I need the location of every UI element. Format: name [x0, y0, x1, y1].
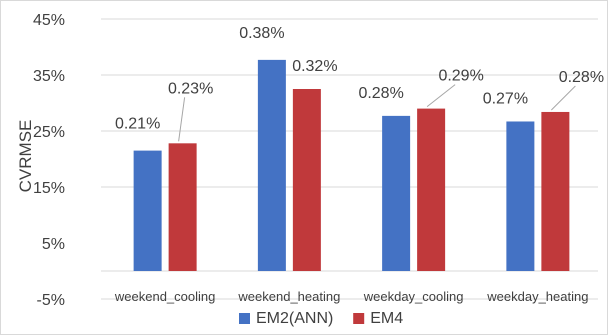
bar — [292, 89, 321, 271]
leader-lines — [178, 84, 576, 142]
data-label: 0.28% — [358, 85, 403, 102]
legend-label: EM2(ANN) — [256, 310, 333, 327]
bar — [417, 108, 446, 271]
y-axis-ticks: 45% 35% 25% 15% 5% -5% — [33, 12, 65, 309]
bar — [257, 59, 286, 271]
leader-line — [178, 97, 186, 142]
x-category-label: weekend_heating — [237, 289, 340, 304]
bar — [506, 121, 535, 271]
data-label: 0.32% — [292, 58, 337, 75]
x-axis-categories: weekend_cooling weekend_heating weekday_co… — [114, 289, 589, 304]
data-label: 0.28% — [559, 69, 604, 86]
legend-label: EM4 — [370, 310, 403, 327]
y-tick-label: 25% — [33, 124, 65, 141]
legend-swatch — [353, 313, 365, 324]
y-tick-label: 5% — [42, 236, 65, 253]
y-axis-title: CVRMSE — [16, 120, 35, 193]
bars — [133, 59, 570, 272]
bar — [382, 115, 411, 271]
data-label: 0.38% — [239, 25, 284, 42]
data-label: 0.29% — [438, 68, 483, 85]
bar — [168, 143, 197, 271]
x-category-label: weekday_cooling — [363, 289, 464, 304]
data-label: 0.23% — [168, 80, 213, 97]
data-labels: 0.21% 0.38% 0.28% 0.27% 0.23% 0.32% 0.29% 0.28% — [115, 25, 604, 133]
data-label: 0.21% — [115, 116, 160, 133]
legend: EM2(ANN) EM4 — [239, 310, 403, 327]
bar — [133, 150, 162, 271]
leader-line — [551, 85, 576, 111]
y-tick-label: 15% — [33, 180, 65, 197]
y-tick-label: 45% — [33, 12, 65, 29]
x-category-label: weekday_heating — [486, 289, 588, 304]
data-label: 0.27% — [483, 90, 528, 107]
leader-line — [426, 84, 456, 107]
y-tick-label: 35% — [33, 68, 65, 85]
bar — [541, 111, 570, 272]
legend-swatch — [239, 313, 250, 324]
y-tick-label: -5% — [37, 292, 65, 309]
x-category-label: weekend_cooling — [114, 289, 215, 304]
